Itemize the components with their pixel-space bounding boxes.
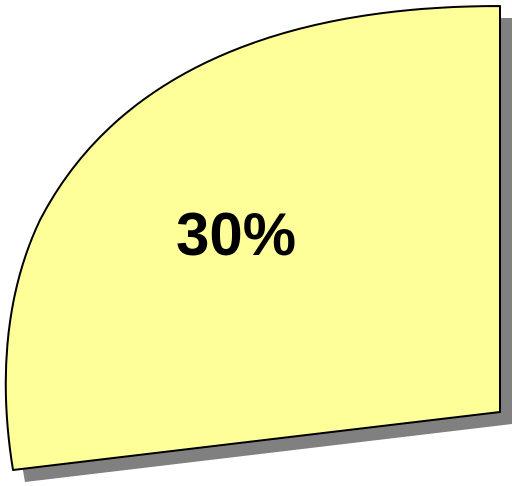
pie-slice (4, 5, 501, 471)
slice-label: 30% (176, 201, 296, 268)
